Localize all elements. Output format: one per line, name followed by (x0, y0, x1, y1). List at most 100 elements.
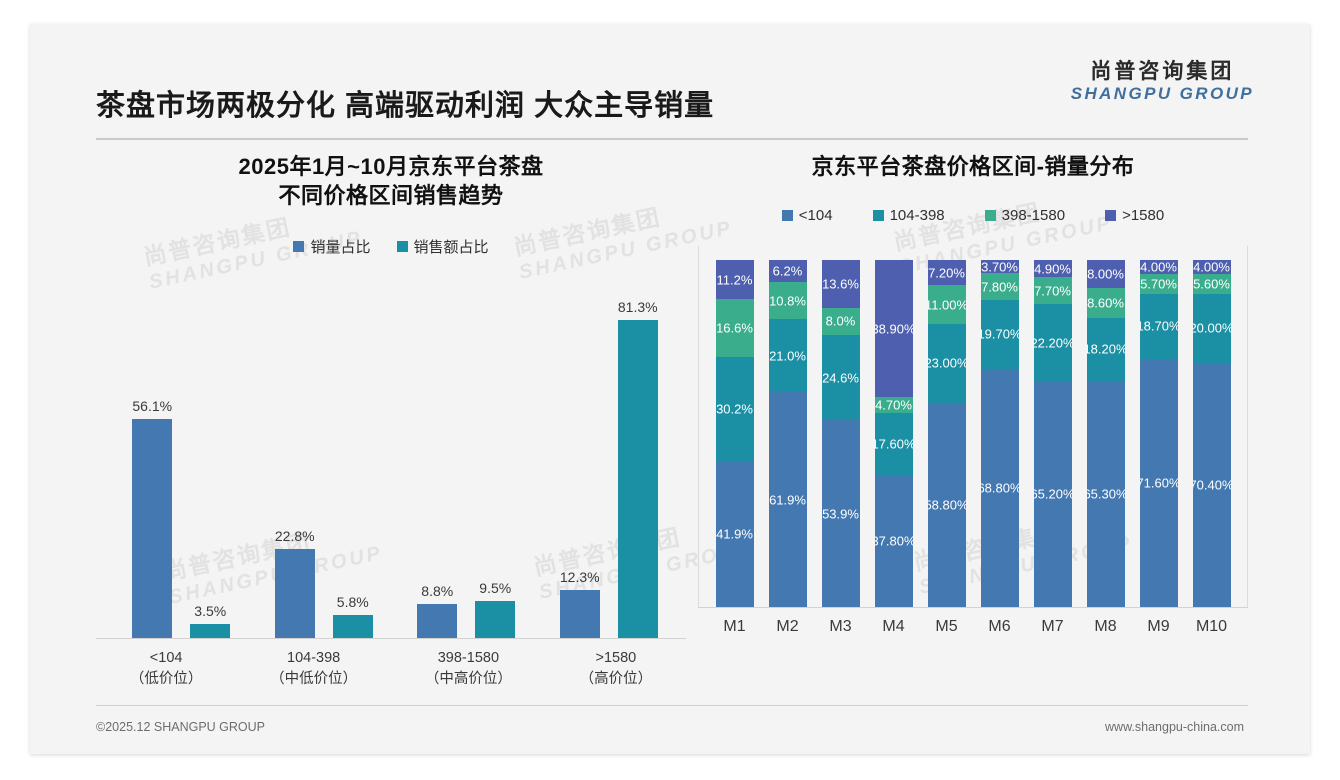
stack-segment-label: 7.20% (928, 265, 965, 281)
bar-volume[interactable]: 12.3% (559, 569, 600, 639)
stack-segment: 61.9% (768, 392, 807, 608)
stack-segment-label: 70.40% (1192, 477, 1231, 493)
stacked-bar[interactable]: 4.90% 7.70% 22.20% 65.20% (1033, 260, 1072, 608)
stack-segment: 13.6% (821, 260, 860, 308)
logo-english-text: SHANGPU GROUP (1070, 84, 1254, 104)
stacked-bar[interactable]: 13.6% 8.0% 24.6% 53.9% (821, 260, 860, 608)
legend-label: <104 (798, 207, 833, 225)
stack-segment-label: 20.00% (1192, 320, 1231, 336)
footer-copyright: ©2025.12 SHANGPU GROUP (96, 720, 265, 734)
stack-segment-label: 3.70% (981, 260, 1018, 274)
stacked-bar[interactable]: 4.00%5.60% 20.00% 70.40% (1192, 260, 1231, 608)
stack-segment-label: 10.8% (769, 293, 806, 309)
stack-segment: 18.20% (1086, 317, 1125, 381)
stack-segment-label: 61.9% (769, 492, 806, 508)
stack-segment-label: 5.70% (1140, 276, 1177, 292)
bar-volume[interactable]: 8.8% (417, 583, 458, 639)
stack-segment: 17.60% (874, 413, 913, 475)
stack-segment: 68.80% (980, 368, 1019, 608)
stack-segment: 4.70% (874, 396, 913, 414)
x-axis-left: <104 （低价位） 104-398 （中低价位） 398-1580 （中高价位） >158… (96, 648, 686, 690)
stack-segment-label: 41.9% (716, 526, 753, 542)
legend-item-1[interactable]: <104 (781, 207, 833, 225)
chart-legend-left: 销量占比 销售额占比 (96, 236, 686, 257)
bar-revenue[interactable]: 81.3% (617, 299, 658, 639)
footer-divider (96, 705, 1248, 706)
stacked-bar[interactable]: 7.20% 11.00% 23.00% 58.80% (927, 260, 966, 608)
chart-legend-right: <104 104-398 398-1580 >1580 (698, 207, 1248, 224)
bar-rect (617, 320, 658, 639)
stack-segment-label: 11.2% (716, 272, 753, 288)
legend-item-4[interactable]: >1580 (1105, 207, 1164, 224)
bar-group: 12.3% 81.3% (559, 299, 658, 639)
bar-rect (475, 600, 516, 639)
x-tick-month: M4 (882, 618, 905, 636)
stack-segment: 21.0% (768, 319, 807, 393)
legend-item-2[interactable]: 销售额占比 (396, 236, 489, 257)
legend-item-3[interactable]: 398-1580 (984, 207, 1065, 224)
bar-rect (417, 603, 458, 639)
stack-segment: 20.00% (1192, 293, 1231, 364)
x-tick-label: 398-1580 （中高价位） (425, 648, 512, 690)
legend-label: >1580 (1122, 207, 1165, 225)
x-tick-month: M7 (1041, 618, 1064, 636)
bar-revenue[interactable]: 3.5% (190, 603, 231, 639)
stack-segment-label: 23.00% (927, 355, 966, 371)
stack-segment: 18.70% (1139, 294, 1178, 359)
stack-segment-label: 16.6% (716, 320, 753, 336)
x-tick-range: 104-398 (287, 650, 341, 667)
stack-segment-label: 22.20% (1033, 335, 1072, 351)
stack-segment: 7.20% (927, 260, 966, 286)
stack-segment-label: 11.00% (927, 297, 966, 312)
x-tick-month: M6 (988, 618, 1011, 636)
page-title: 茶盘市场两极分化 高端驱动利润 大众主导销量 (96, 90, 715, 122)
stack-segment-label: 37.80% (874, 533, 913, 549)
legend-swatch-icon (984, 210, 996, 222)
stack-segment-label: 38.90% (874, 321, 913, 337)
plot-area-left: 56.1% 3.5% 22.8% 5.8% 8.8% 9.5% 12.3% 81.3% (96, 269, 686, 640)
bar-rect (190, 624, 231, 639)
x-tick-month: M5 (935, 618, 958, 636)
stack-segment: 11.2% (715, 260, 754, 300)
bar-revenue[interactable]: 9.5% (475, 580, 516, 639)
bar-rect (332, 615, 373, 639)
stack-segment: 5.70% (1139, 274, 1178, 295)
bar-value-label: 12.3% (559, 568, 600, 585)
x-tick-range: >1580 (595, 650, 637, 667)
stacked-bar[interactable]: 11.2% 16.6% 30.2% 41.9% (715, 260, 754, 608)
stack-segment: 7.80% (980, 273, 1019, 301)
legend-item-2[interactable]: 104-398 (872, 207, 945, 225)
x-tick-label: <104 （低价位） (130, 648, 203, 690)
stack-segment-label: 19.70% (980, 326, 1019, 342)
stack-segment-label: 4.00% (1140, 260, 1177, 275)
x-tick-tier: （高价位） (579, 671, 653, 688)
x-tick-label: >1580 （高价位） (580, 648, 653, 690)
stack-segment: 71.60% (1139, 358, 1178, 608)
bar-volume[interactable]: 22.8% (274, 528, 315, 639)
plot-area-right: 11.2% 16.6% 30.2% 41.9% 6.2% 10.8% 21.0% 61.9% 1… (698, 246, 1248, 609)
stacked-bar[interactable]: 8.00% 8.60% 18.20% 65.30% (1086, 260, 1125, 608)
stack-segment: 19.70% (980, 300, 1019, 369)
stack-segment: 7.70% (1033, 277, 1072, 305)
stack-segment: 38.90% (874, 260, 913, 397)
chart-title-left-line2: 不同价格区间销售趋势 (278, 183, 504, 209)
bar-value-label: 56.1% (132, 397, 173, 414)
stack-segment: 24.6% (821, 335, 860, 421)
bar-value-label: 22.8% (274, 527, 315, 544)
stacked-bar[interactable]: 3.70% 7.80% 19.70% 68.80% (980, 260, 1019, 608)
chart-panel-left: 2025年1月~10月京东平台茶盘 不同价格区间销售趋势 销量占比 销售额占比 5… (96, 152, 686, 712)
stacked-bar[interactable]: 6.2% 10.8% 21.0% 61.9% (768, 260, 807, 608)
legend-label: 104-398 (889, 207, 945, 225)
stack-segment-label: 71.60% (1139, 475, 1178, 491)
stack-segment-label: 8.60% (1087, 295, 1124, 311)
stacked-bar[interactable]: 38.90% 4.70% 17.60% 37.80% (874, 260, 913, 608)
x-tick-month: M10 (1195, 618, 1228, 636)
x-tick-range: 398-1580 (437, 650, 500, 667)
stack-segment-label: 17.60% (874, 436, 913, 452)
bar-revenue[interactable]: 5.8% (332, 594, 373, 639)
legend-item-1[interactable]: 销量占比 (293, 236, 371, 257)
bar-volume[interactable]: 56.1% (132, 398, 173, 639)
stack-segment-label: 13.6% (822, 276, 859, 292)
stacked-bar[interactable]: 4.00%5.70% 18.70% 71.60% (1139, 260, 1178, 608)
slide: 尚普咨询集团 SHANGPU GROUP 尚普咨询集团 SHANGPU GROU… (30, 24, 1310, 754)
